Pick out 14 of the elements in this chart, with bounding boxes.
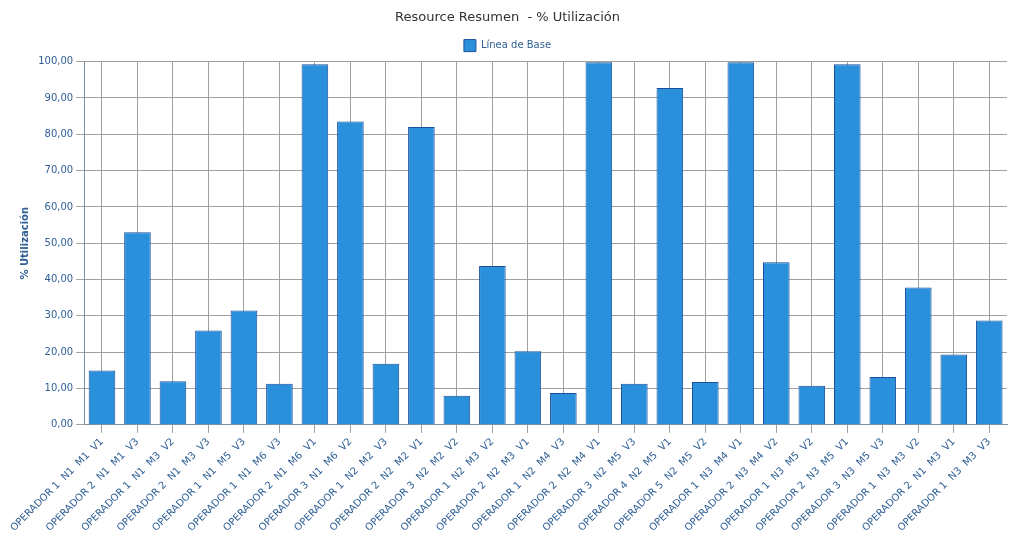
y-tick-label: 30,00 (44, 309, 74, 321)
chart-title: Resource Resumen - % Utilización (395, 9, 620, 25)
y-tick-label: 20,00 (44, 345, 74, 357)
y-tick-label: 40,00 (44, 273, 74, 285)
y-axis-title: % Utilización (18, 206, 30, 280)
y-tick-label: 10,00 (44, 382, 74, 394)
y-tick-label: 80,00 (44, 127, 74, 139)
y-tick-label: 60,00 (44, 200, 74, 212)
legend-label: Línea de Base (480, 39, 552, 51)
y-tick-label: 0,00 (50, 418, 74, 430)
y-tick-label: 50,00 (44, 236, 74, 248)
y-tick-label: 90,00 (44, 91, 74, 103)
y-tick-label: 100,00 (38, 55, 74, 67)
y-tick-label: 70,00 (44, 164, 74, 176)
